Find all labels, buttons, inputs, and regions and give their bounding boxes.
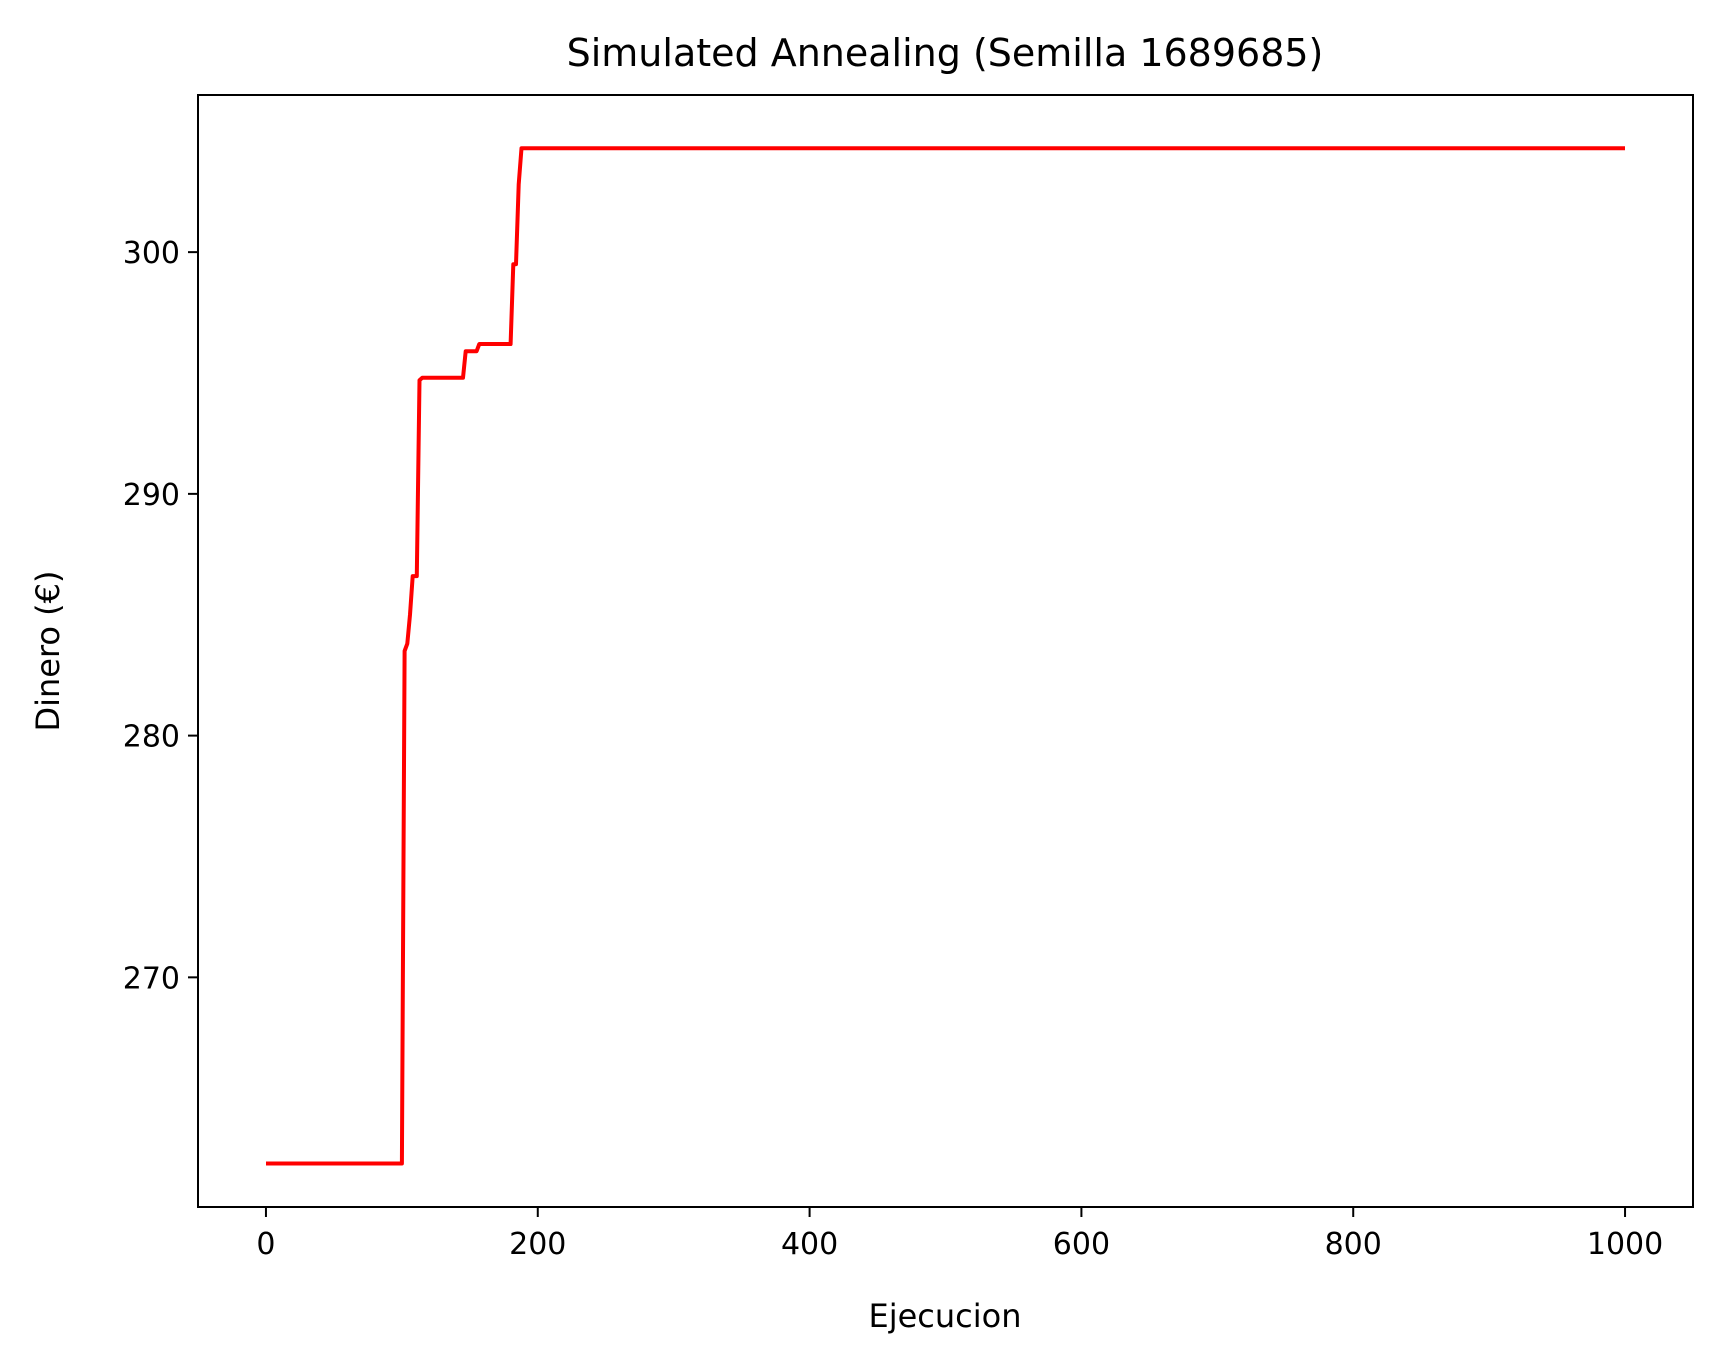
chart-title: Simulated Annealing (Semilla 1689685) bbox=[567, 31, 1324, 75]
x-tick-label: 1000 bbox=[1587, 1227, 1663, 1262]
series-group bbox=[266, 146, 1625, 1166]
x-tick-label: 600 bbox=[1053, 1227, 1110, 1262]
y-axis-label: Dinero (€) bbox=[29, 570, 67, 731]
y-tick-label: 280 bbox=[123, 720, 180, 755]
plot-area bbox=[197, 94, 1694, 1208]
x-axis-label: Ejecucion bbox=[868, 1297, 1021, 1335]
x-axis: 0 200 400 600 800 1000 bbox=[256, 1207, 1663, 1262]
x-tick-label: 0 bbox=[256, 1227, 275, 1262]
x-tick-label: 800 bbox=[1325, 1227, 1382, 1262]
y-tick-label: 290 bbox=[123, 478, 180, 513]
x-tick-label: 200 bbox=[509, 1227, 566, 1262]
y-tick-label: 300 bbox=[123, 236, 180, 271]
y-axis: 270 280 290 300 bbox=[123, 236, 198, 996]
series-line-0 bbox=[266, 146, 1625, 1166]
y-tick-label: 270 bbox=[123, 961, 180, 996]
x-tick-label: 400 bbox=[781, 1227, 838, 1262]
